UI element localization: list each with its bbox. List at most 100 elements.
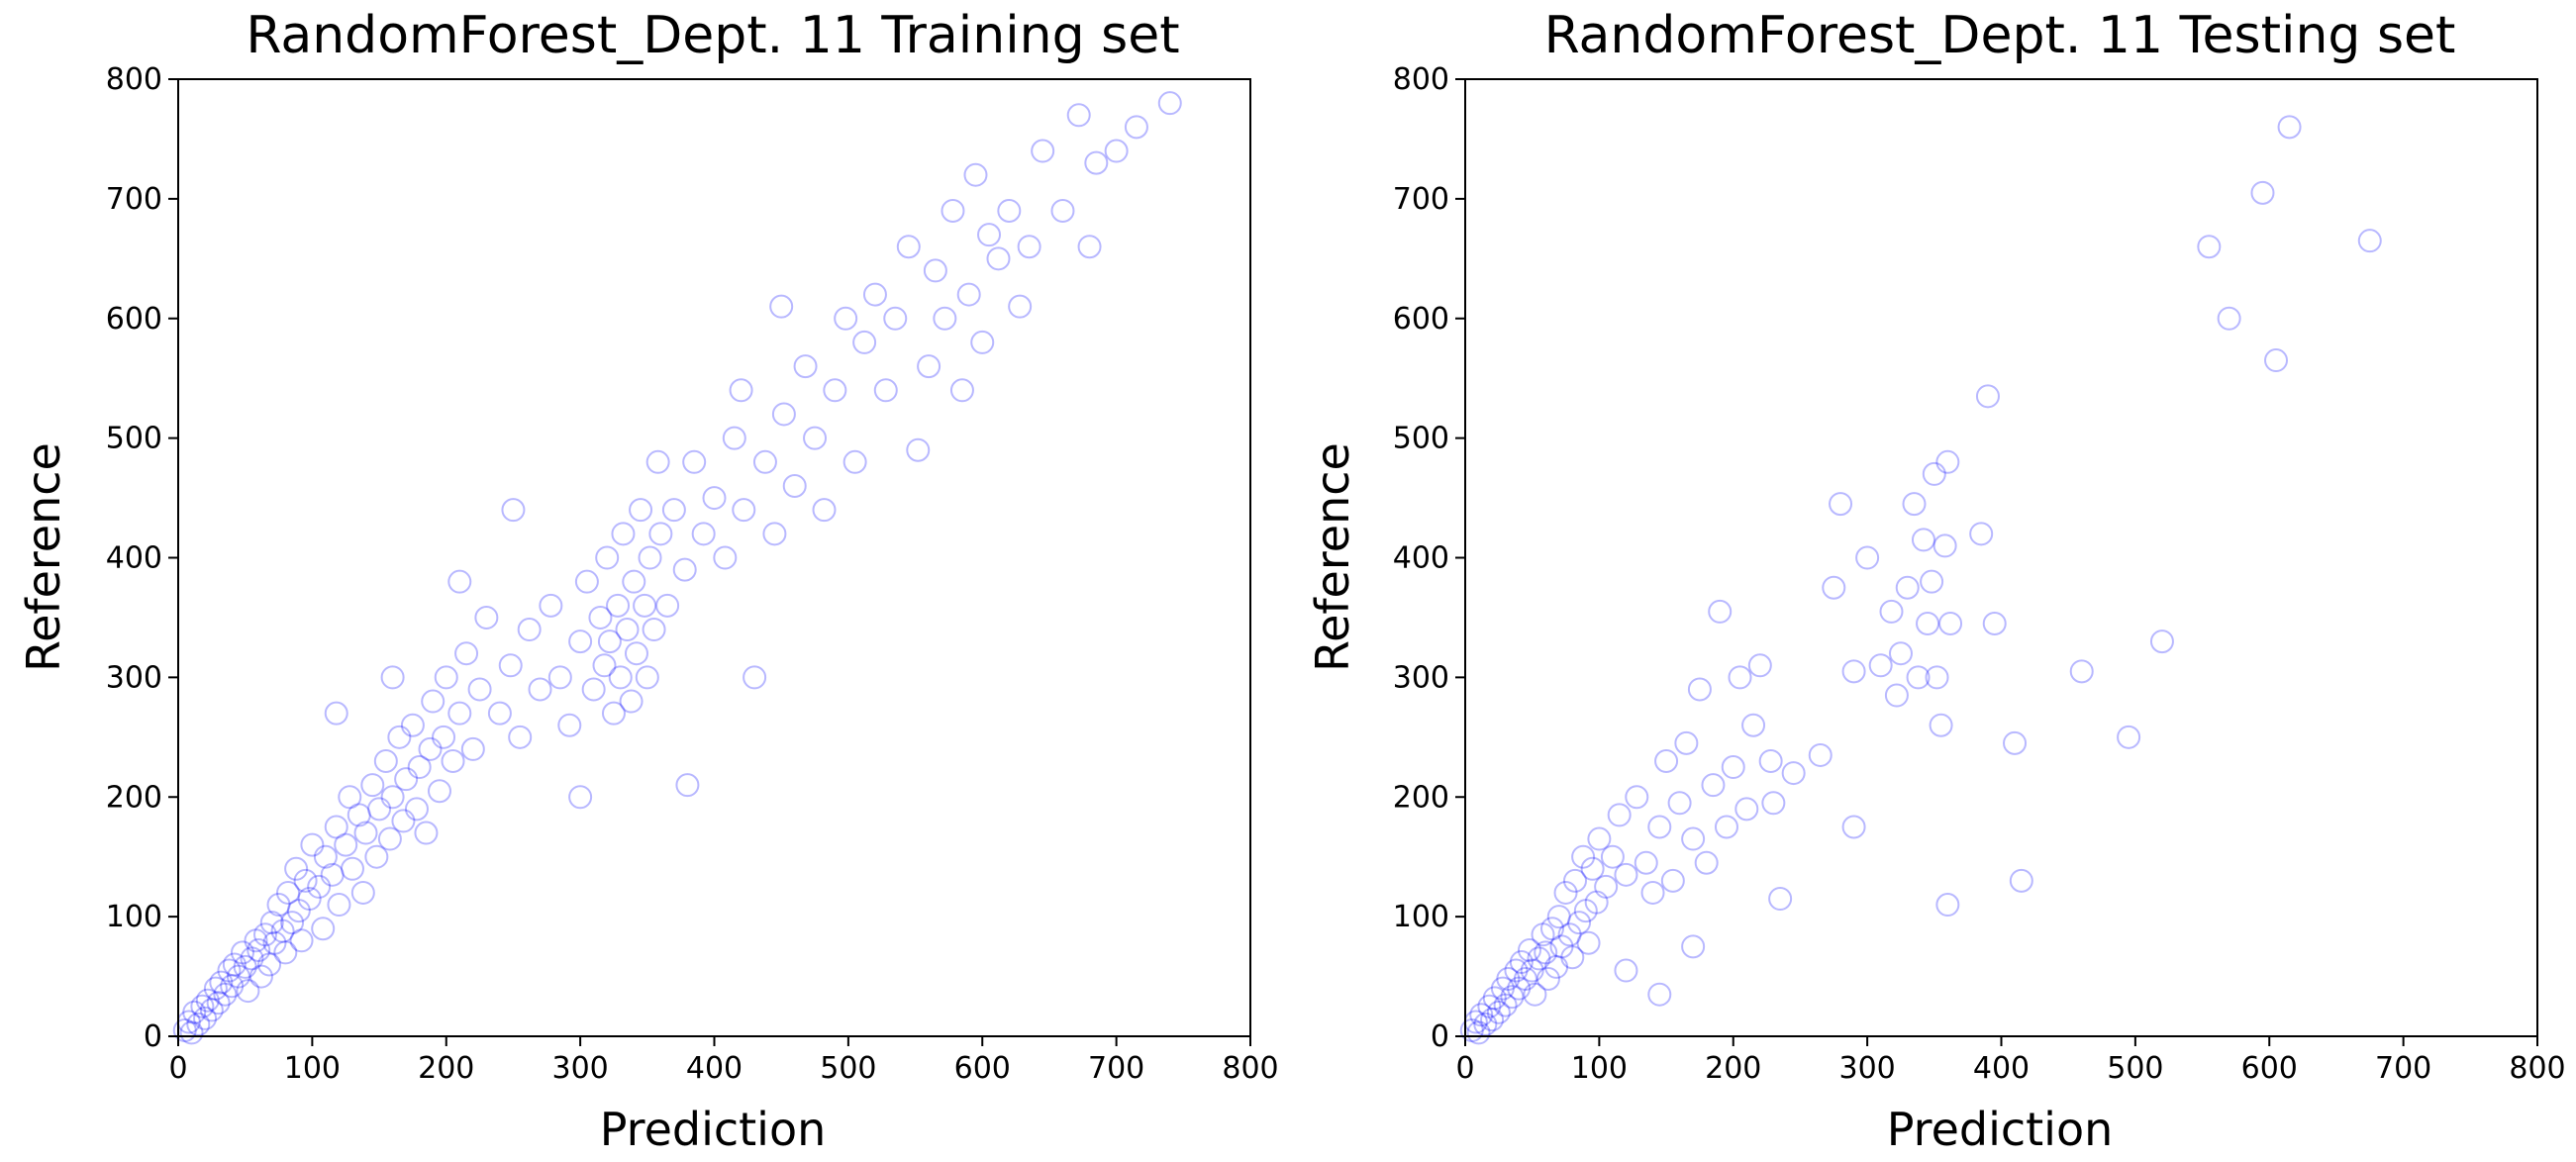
training-point-106 [661, 498, 686, 523]
training-point-127 [873, 378, 898, 403]
training-x-tick-label-1: 100 [284, 1051, 341, 1086]
testing-point-79 [1920, 569, 1944, 594]
training-point-34 [286, 899, 311, 923]
training-point-143 [1017, 235, 1041, 259]
training-y-tick-label-2: 200 [106, 780, 162, 815]
training-point-95 [619, 689, 644, 714]
training-point-11 [209, 970, 234, 995]
training-point-98 [629, 498, 653, 523]
testing-point-67 [1829, 492, 1853, 517]
training-x-tick-label-0: 0 [168, 1051, 187, 1086]
testing-point-81 [1925, 665, 1949, 690]
testing-point-8 [1486, 1000, 1511, 1024]
training-point-45 [334, 832, 358, 857]
testing-point-97 [2264, 348, 2289, 373]
testing-point-82 [1929, 713, 1953, 737]
training-point-99 [633, 593, 657, 618]
testing-point-83 [1932, 533, 1957, 558]
training-point-149 [1124, 115, 1148, 140]
training-point-78 [517, 618, 542, 642]
testing-point-25 [1544, 954, 1569, 979]
testing-point-69 [1855, 545, 1880, 570]
training-point-23 [248, 964, 273, 989]
training-x-axis: 0 100 200 300 400 500 600 700 800 [168, 1036, 1279, 1086]
training-point-152 [769, 294, 794, 319]
testing-point-71 [1879, 599, 1904, 624]
training-point-54 [373, 748, 398, 773]
training-point-148 [1104, 139, 1129, 163]
training-point-82 [557, 713, 582, 737]
training-point-157 [447, 569, 472, 594]
testing-y-axis-label: Reference [1306, 442, 1359, 672]
training-x-tick-label-6: 600 [954, 1051, 1011, 1086]
training-point-93 [611, 522, 636, 546]
training-point-57 [387, 725, 412, 749]
testing-point-17 [1517, 937, 1541, 962]
testing-point-101 [1681, 934, 1706, 959]
training-point-137 [963, 162, 988, 187]
training-point-83 [568, 629, 593, 654]
training-point-150 [1157, 91, 1182, 116]
testing-point-95 [2217, 306, 2241, 331]
training-point-13 [217, 958, 242, 983]
training-point-153 [729, 378, 753, 403]
training-point-43 [324, 815, 348, 839]
training-point-21 [244, 928, 268, 953]
training-point-133 [933, 306, 957, 331]
training-point-131 [917, 354, 941, 379]
training-point-113 [732, 498, 756, 523]
testing-point-51 [1681, 826, 1706, 851]
training-point-85 [581, 677, 606, 702]
training-point-73 [467, 677, 492, 702]
training-point-19 [236, 979, 260, 1004]
training-x-tick-label-5: 500 [820, 1051, 876, 1086]
training-point-90 [601, 701, 626, 726]
testing-point-18 [1520, 958, 1544, 983]
training-point-49 [350, 880, 375, 905]
training-point-3 [182, 1000, 207, 1024]
testing-point-44 [1634, 850, 1658, 875]
training-point-0 [172, 1017, 197, 1042]
testing-point-54 [1701, 773, 1726, 798]
training-point-24 [252, 922, 277, 947]
training-chart: RandomForest_Dept. 11 Training set 0 100 2… [17, 6, 1279, 1156]
testing-point-14 [1507, 976, 1532, 1001]
testing-point-30 [1560, 945, 1585, 970]
training-point-33 [284, 856, 309, 881]
training-point-74 [474, 605, 499, 629]
training-point-25 [257, 952, 282, 977]
testing-point-105 [1761, 791, 1786, 816]
training-point-124 [842, 449, 867, 474]
testing-point-37 [1584, 890, 1609, 915]
training-point-42 [320, 862, 345, 887]
training-y-axis-label: Reference [17, 442, 70, 672]
testing-point-61 [1747, 653, 1772, 678]
training-point-65 [421, 689, 446, 714]
training-point-14 [220, 974, 245, 999]
training-point-7 [195, 988, 220, 1013]
testing-point-92 [2117, 725, 2141, 749]
training-point-59 [394, 767, 419, 792]
training-point-61 [404, 797, 429, 822]
training-point-52 [364, 844, 389, 869]
testing-x-axis-label: Prediction [1887, 1103, 2114, 1156]
training-point-39 [307, 874, 332, 899]
training-point-76 [498, 653, 523, 678]
testing-point-9 [1490, 976, 1515, 1001]
training-point-112 [722, 426, 746, 450]
training-point-128 [883, 306, 908, 331]
training-point-88 [595, 545, 620, 570]
training-point-96 [622, 569, 646, 594]
testing-point-4 [1473, 1012, 1498, 1036]
training-point-70 [447, 701, 472, 726]
training-point-116 [762, 522, 787, 546]
training-point-139 [977, 223, 1002, 247]
training-point-126 [862, 282, 887, 307]
testing-point-41 [1607, 803, 1632, 827]
testing-point-28 [1553, 880, 1578, 905]
testing-point-3 [1469, 1003, 1494, 1027]
training-point-102 [642, 618, 666, 642]
training-point-107 [672, 557, 697, 582]
training-point-94 [615, 618, 640, 642]
testing-point-47 [1654, 748, 1679, 773]
